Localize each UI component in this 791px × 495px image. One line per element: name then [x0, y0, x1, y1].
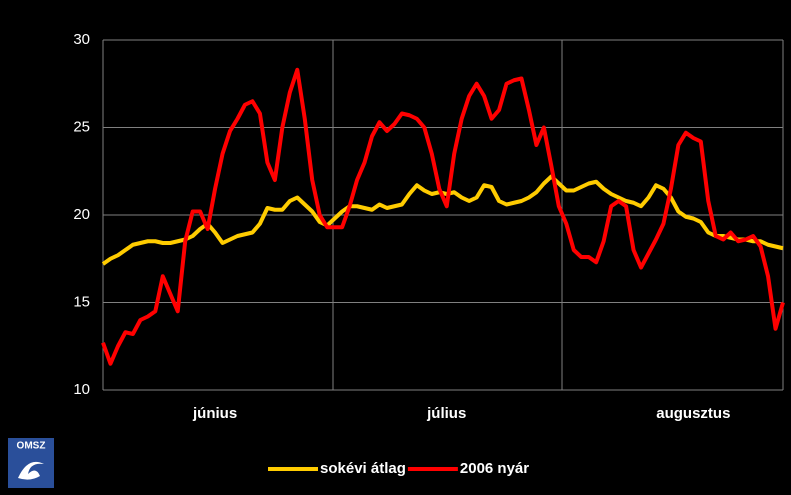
legend-label: 2006 nyár [460, 460, 529, 477]
x-tick-label: július [426, 405, 466, 422]
line-series [101, 67, 785, 366]
legend-label: sokévi átlag [320, 460, 406, 477]
logo-text: OMSZ [17, 441, 46, 452]
logo-icon [18, 461, 44, 480]
y-tick-label: 30 [73, 31, 90, 48]
x-tick-label: június [192, 405, 237, 422]
logo: OMSZ [8, 438, 54, 488]
y-tick-label: 15 [73, 293, 90, 310]
y-tick-label: 10 [73, 381, 90, 398]
x-tick-label: augusztus [656, 405, 730, 422]
y-tick-label: 20 [73, 206, 90, 223]
y-tick-label: 25 [73, 118, 90, 135]
